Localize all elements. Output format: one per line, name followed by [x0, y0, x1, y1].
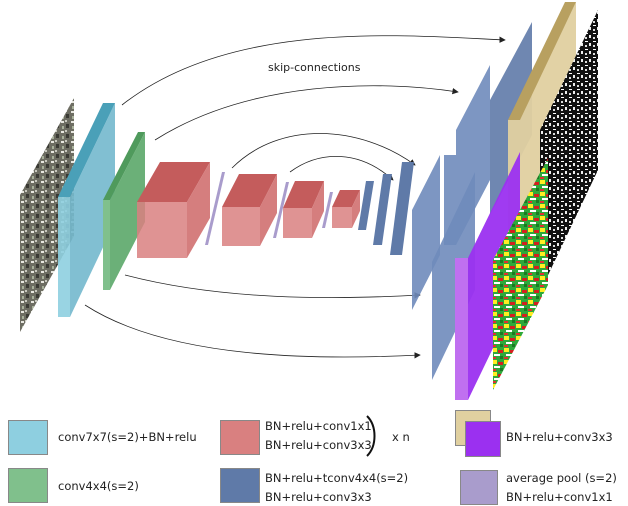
- skip-arrow-4: [289, 156, 394, 181]
- conv4-front: [103, 200, 110, 290]
- res1-front: [137, 202, 187, 258]
- legend-resblock-line2: BN+relu+conv3x3: [265, 438, 372, 452]
- output-mask: [540, 10, 598, 292]
- legend-head-swatch-purple: [465, 421, 501, 457]
- legend-resblock-line1: BN+relu+conv1x1: [265, 419, 372, 433]
- skip-arrow-3: [231, 133, 416, 169]
- legend-tconv-swatch: [220, 468, 260, 503]
- dec3: [390, 162, 414, 255]
- res2-side: [260, 174, 277, 246]
- legend-conv7-swatch: [8, 420, 48, 455]
- res3-top: [283, 181, 324, 208]
- dec7: [480, 22, 532, 215]
- legend-repeat-label: x n: [392, 430, 410, 444]
- legend-pool-line2: BN+relu+conv1x1: [506, 490, 613, 504]
- res4-top: [332, 190, 360, 207]
- legend-bracket: [366, 415, 376, 457]
- head-tan: [508, 2, 576, 235]
- res3-front: [283, 208, 312, 238]
- skip-arrow-6: [84, 304, 421, 359]
- head-tan-top: [508, 2, 576, 120]
- head-purple: [455, 258, 468, 400]
- skip-arrow-1: [121, 35, 506, 106]
- conv4-top: [103, 132, 145, 200]
- legend-conv7-label: conv7x7(s=2)+BN+relu: [58, 430, 197, 444]
- dec2: [373, 174, 392, 245]
- skip-arrow-5: [124, 274, 421, 299]
- input-image: [20, 98, 74, 332]
- legend-conv4-swatch: [8, 468, 48, 503]
- legend-pool-line1: average pool (s=2): [506, 471, 617, 485]
- res1-top: [137, 162, 210, 202]
- res4-front: [332, 207, 352, 228]
- res2-front: [222, 207, 260, 246]
- skip-arrow-2: [154, 85, 459, 141]
- legend-tconv-line2: BN+relu+conv3x3: [265, 490, 372, 504]
- dec1: [358, 181, 374, 230]
- dec6: [444, 65, 490, 245]
- res3-side: [312, 181, 324, 238]
- pool1: [205, 172, 225, 245]
- res1-side: [187, 162, 210, 258]
- dec4: [402, 155, 440, 310]
- legend-pool-swatch: [460, 470, 498, 505]
- conv7-side: [70, 103, 115, 317]
- conv4-side: [110, 132, 145, 290]
- pool3: [322, 192, 333, 228]
- output-segmentation: [493, 158, 548, 390]
- legend-tconv-line1: BN+relu+tconv4x4(s=2): [265, 471, 409, 485]
- res2-top: [222, 174, 277, 207]
- res4-side: [352, 190, 360, 228]
- legend-head-label: BN+relu+conv3x3: [506, 430, 613, 444]
- legend-conv4-label: conv4x4(s=2): [58, 479, 139, 493]
- conv7-front: [58, 197, 70, 317]
- conv7-top: [58, 103, 115, 197]
- pool2: [273, 182, 289, 238]
- legend-resblock-swatch: [220, 420, 260, 455]
- skip-connections-label: skip-connections: [268, 61, 361, 74]
